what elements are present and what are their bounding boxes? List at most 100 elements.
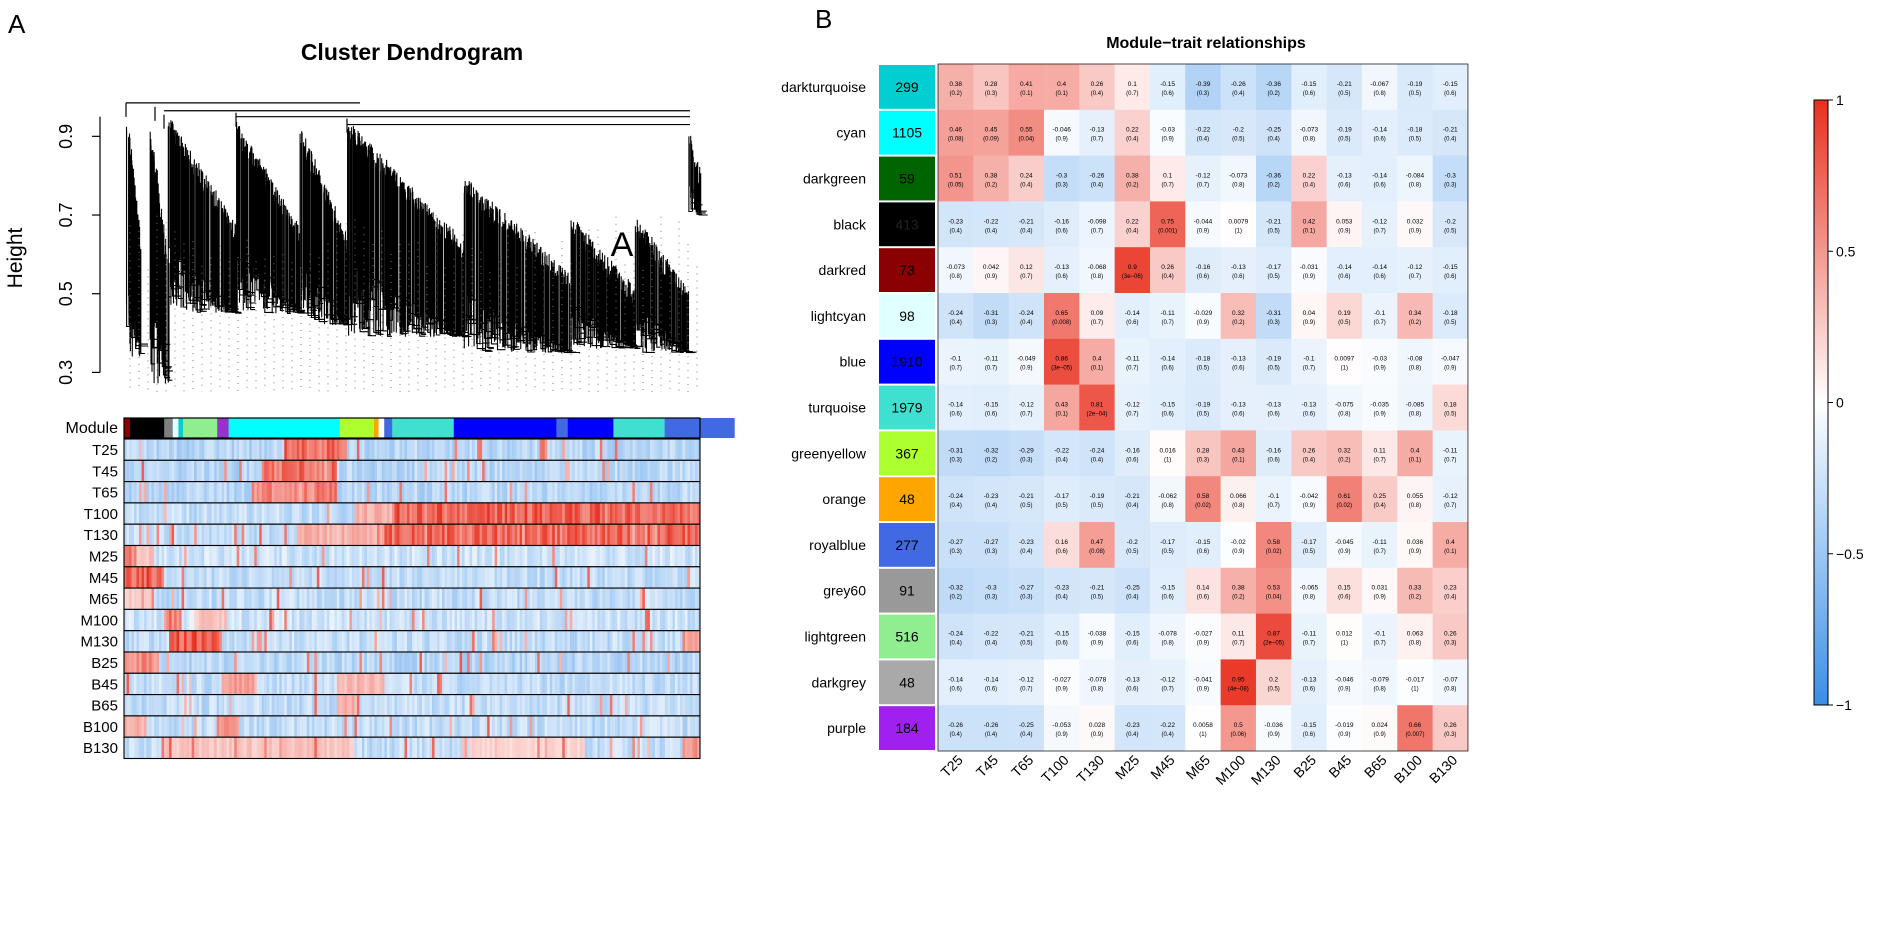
heat-cell — [1008, 613, 1045, 660]
cell-correlation: -0.31 — [948, 447, 963, 454]
trait-heat-strip — [134, 694, 137, 716]
cell-correlation: 0.26 — [1161, 264, 1174, 271]
cell-correlation: 0.24 — [1020, 173, 1033, 180]
trait-heat-strip — [194, 588, 198, 610]
trait-heat-strip — [539, 630, 543, 652]
trait-heat-strip — [647, 524, 651, 546]
trait-heat-strip — [154, 460, 157, 482]
heat-cell — [1149, 567, 1186, 614]
heat-cell — [1220, 659, 1257, 706]
trait-heat-strip — [589, 566, 593, 589]
trait-heat-strip — [474, 481, 478, 503]
cell-correlation: -0.13 — [1302, 676, 1317, 683]
trait-heat-strip — [612, 694, 616, 716]
trait-heat-strip — [422, 566, 425, 589]
cell-pvalue: (0.4) — [1020, 320, 1032, 326]
trait-heat-strip — [284, 566, 288, 589]
heat-cell — [1361, 430, 1398, 477]
trait-heat-strip — [404, 566, 408, 589]
trait-row-heat — [124, 609, 701, 631]
trait-heat-strip — [344, 460, 348, 482]
trait-heat-strip — [614, 694, 618, 716]
heat-cell — [1397, 705, 1434, 752]
cell-correlation: -0.31 — [1266, 310, 1281, 317]
cell-correlation: -0.26 — [1231, 81, 1246, 88]
trait-heat-strip — [306, 588, 310, 610]
trait-heat-strip — [236, 460, 240, 482]
trait-heat-strip — [424, 673, 428, 695]
trait-heat-strip — [612, 588, 616, 610]
cell-pvalue: (0.2) — [1409, 595, 1421, 601]
trait-heat-strip — [311, 652, 315, 674]
trait-heat-strip — [156, 588, 160, 610]
trait-heat-strip — [241, 694, 245, 716]
trait-heat-strip — [336, 609, 340, 631]
trait-heat-strip — [432, 460, 435, 482]
trait-heat-strip — [609, 630, 613, 652]
trait-heat-strip — [221, 630, 225, 652]
trait-heat-strip — [672, 630, 676, 652]
trait-heat-strip — [124, 481, 127, 503]
trait-heat-strip — [649, 566, 653, 589]
trait-heat-strip — [527, 737, 531, 759]
trait-heat-strip — [324, 694, 328, 716]
trait-row-label: M130 — [80, 634, 118, 651]
trait-heat-strip — [206, 502, 210, 525]
cell-pvalue: (0.2) — [949, 595, 961, 601]
trait-heat-strip — [544, 502, 548, 525]
trait-heat-strip — [289, 545, 293, 567]
trait-heat-strip — [594, 630, 598, 652]
trait-heat-strip — [286, 609, 290, 631]
trait-heat-strip — [484, 502, 488, 525]
trait-heat-strip — [284, 630, 288, 652]
trait-heat-strip — [324, 609, 328, 631]
trait-heat-strip — [331, 566, 335, 589]
trait-heat-strip — [542, 502, 546, 525]
cell-pvalue: (0.6) — [1161, 412, 1173, 418]
trait-heat-strip — [224, 524, 228, 546]
trait-heat-strip — [477, 524, 481, 546]
trait-heat-strip — [134, 715, 137, 738]
trait-heat-strip — [542, 588, 546, 610]
trait-heat-strip — [597, 439, 601, 461]
trait-heat-strip — [274, 609, 278, 631]
trait-heat-strip — [534, 609, 538, 631]
trait-heat-strip — [472, 566, 475, 589]
trait-heat-strip — [569, 630, 573, 652]
cell-pvalue: (0.1) — [1020, 91, 1032, 97]
trait-heat-strip — [534, 524, 538, 546]
trait-heat-strip — [652, 545, 656, 567]
cell-pvalue: (0.7) — [1020, 274, 1032, 280]
trait-heat-strip — [376, 524, 380, 546]
trait-heat-strip — [299, 630, 303, 652]
trait-heat-strip — [577, 460, 581, 482]
trait-heat-strip — [141, 502, 145, 525]
trait-heat-strip — [544, 737, 548, 759]
trait-heat-strip — [266, 439, 270, 461]
trait-heat-strip — [592, 652, 596, 674]
trait-heat-strip — [331, 460, 335, 482]
trait-heat-strip — [434, 460, 438, 482]
heat-cell — [1255, 705, 1292, 752]
heat-cell — [938, 247, 974, 294]
trait-heat-strip — [412, 439, 415, 461]
trait-heat-strip — [219, 609, 223, 631]
trait-heat-strip — [582, 694, 586, 716]
trait-heat-strip — [444, 460, 448, 482]
cell-correlation: -0.068 — [1088, 264, 1107, 271]
trait-heat-strip — [351, 439, 355, 461]
trait-heat-strip — [156, 524, 160, 546]
trait-heat-strip — [124, 439, 127, 461]
trait-heat-strip — [684, 630, 688, 652]
heat-cell — [1149, 613, 1186, 660]
cell-correlation: -0.12 — [1408, 264, 1423, 271]
trait-heat-strip — [294, 609, 298, 631]
trait-heat-strip — [396, 545, 400, 567]
trait-heat-strip — [266, 545, 270, 567]
trait-heat-strip — [269, 630, 273, 652]
trait-heat-strip — [309, 481, 313, 503]
cell-pvalue: (0.4) — [1444, 595, 1456, 601]
trait-heat-strip — [226, 502, 230, 525]
trait-heat-strip — [647, 673, 651, 695]
trait-heat-strip — [254, 673, 258, 695]
